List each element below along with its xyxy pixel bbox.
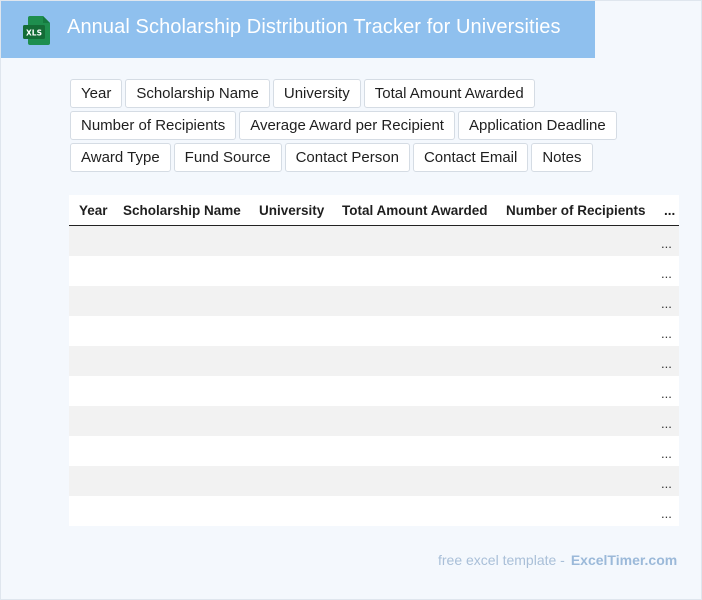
field-chip-row-3: Award Type Fund Source Contact Person Co… [70, 143, 630, 172]
field-chip-fund-source[interactable]: Fund Source [173, 143, 282, 172]
table-row[interactable]: ... [69, 256, 679, 286]
xls-icon-label: XLS [26, 29, 42, 38]
field-chip-scholarship-name[interactable]: Scholarship Name [125, 79, 270, 108]
table-row[interactable]: ... [69, 436, 679, 466]
field-chip-university[interactable]: University [272, 79, 361, 108]
table-row[interactable]: ... [69, 376, 679, 406]
row-more-cell: ... [661, 296, 672, 311]
table-row[interactable]: ... [69, 316, 679, 346]
field-chip-row-1: Year Scholarship Name University Total A… [70, 79, 630, 108]
table-row[interactable]: ... [69, 406, 679, 436]
table-row[interactable]: ... [69, 286, 679, 316]
table-row[interactable]: ... [69, 466, 679, 496]
title-banner: XLS Annual Scholarship Distribution Trac… [1, 1, 595, 58]
column-header-university[interactable]: University [259, 202, 325, 218]
field-chip-list: Year Scholarship Name University Total A… [70, 79, 630, 175]
field-chip-award-type[interactable]: Award Type [70, 143, 171, 172]
column-header-year[interactable]: Year [79, 202, 108, 218]
column-header-total-amount-awarded[interactable]: Total Amount Awarded [342, 202, 488, 218]
field-chip-contact-email[interactable]: Contact Email [412, 143, 529, 172]
row-more-cell: ... [661, 506, 672, 521]
row-more-cell: ... [661, 236, 672, 251]
page-title: Annual Scholarship Distribution Tracker … [67, 16, 561, 38]
footer-brand-link[interactable]: ExcelTimer.com [570, 552, 678, 568]
field-chip-average-award[interactable]: Average Award per Recipient [239, 111, 455, 140]
table-row[interactable]: ... [69, 496, 679, 526]
xls-file-icon: XLS [23, 16, 50, 45]
row-more-cell: ... [661, 476, 672, 491]
field-chip-total-amount-awarded[interactable]: Total Amount Awarded [363, 79, 535, 108]
field-chip-notes[interactable]: Notes [531, 143, 593, 172]
row-more-cell: ... [661, 386, 672, 401]
row-more-cell: ... [661, 446, 672, 461]
footer-credit: free excel template - ExcelTimer.com [438, 552, 677, 568]
field-chip-year[interactable]: Year [70, 79, 123, 108]
row-more-cell: ... [661, 266, 672, 281]
field-chip-number-of-recipients[interactable]: Number of Recipients [70, 111, 237, 140]
table-header: Year Scholarship Name University Total A… [69, 195, 679, 226]
column-header-scholarship-name[interactable]: Scholarship Name [123, 202, 241, 218]
table-row[interactable]: ... [69, 226, 679, 256]
column-header-number-of-recipients[interactable]: Number of Recipients [506, 202, 646, 218]
field-chip-contact-person[interactable]: Contact Person [284, 143, 410, 172]
field-chip-row-2: Number of Recipients Average Award per R… [70, 111, 630, 140]
field-chip-application-deadline[interactable]: Application Deadline [457, 111, 617, 140]
table-row[interactable]: ... [69, 346, 679, 376]
data-table: Year Scholarship Name University Total A… [69, 195, 679, 526]
column-header-more[interactable]: ... [664, 202, 676, 218]
row-more-cell: ... [661, 326, 672, 341]
footer-text: free excel template - [438, 552, 565, 568]
row-more-cell: ... [661, 416, 672, 431]
row-more-cell: ... [661, 356, 672, 371]
